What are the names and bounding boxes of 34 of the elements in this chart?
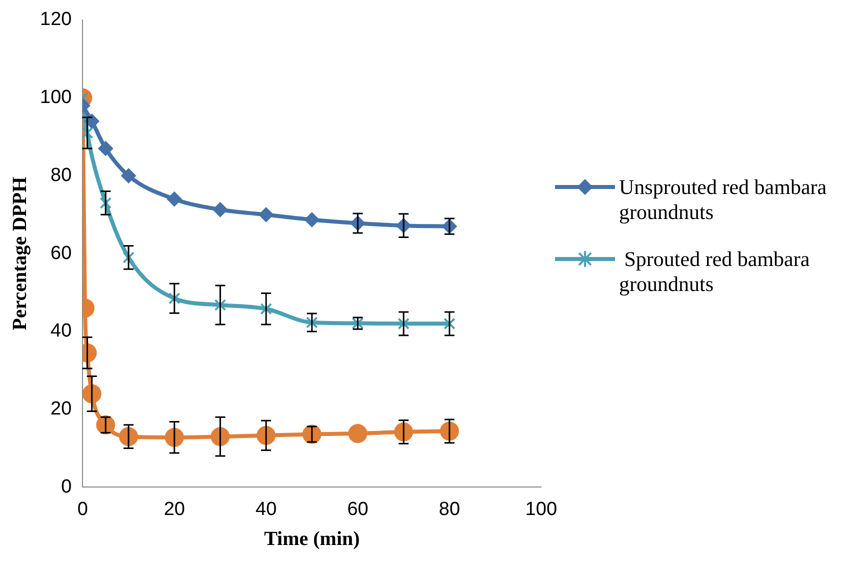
point <box>258 207 274 222</box>
point <box>302 424 322 444</box>
point <box>212 202 228 218</box>
point <box>121 168 136 184</box>
point <box>398 318 410 330</box>
x-tick-label: 20 <box>164 498 185 520</box>
legend-label: Unsprouted red bambara groundnuts <box>619 175 828 225</box>
point <box>168 292 180 304</box>
point <box>260 302 272 315</box>
y-tick-label: 0 <box>61 476 72 498</box>
point <box>100 197 112 209</box>
point <box>306 316 318 328</box>
point <box>98 140 114 156</box>
point <box>96 415 116 434</box>
legend-label: Sprouted red bambara groundnuts <box>619 247 811 297</box>
y-tick-label: 80 <box>50 164 72 186</box>
x-tick-label: 100 <box>525 498 557 520</box>
y-tick-label: 20 <box>50 398 72 420</box>
x-tick-label: 0 <box>77 498 88 520</box>
y-tick-label: 40 <box>50 320 72 342</box>
point <box>214 299 226 311</box>
y-tick-label: 60 <box>50 242 72 264</box>
point <box>444 318 456 330</box>
x-tick-label: 60 <box>347 498 368 520</box>
point <box>122 252 134 264</box>
point <box>166 192 182 207</box>
point <box>348 424 368 443</box>
point <box>304 212 320 228</box>
x-tick-label: 40 <box>256 498 277 520</box>
x-tick-label: 80 <box>438 498 460 520</box>
y-tick-label: 120 <box>40 9 72 30</box>
y-axis-title: Percentage DPPH <box>9 176 32 330</box>
y-tick-label: 100 <box>40 87 72 108</box>
x-axis-title: Time (min) <box>264 528 360 550</box>
